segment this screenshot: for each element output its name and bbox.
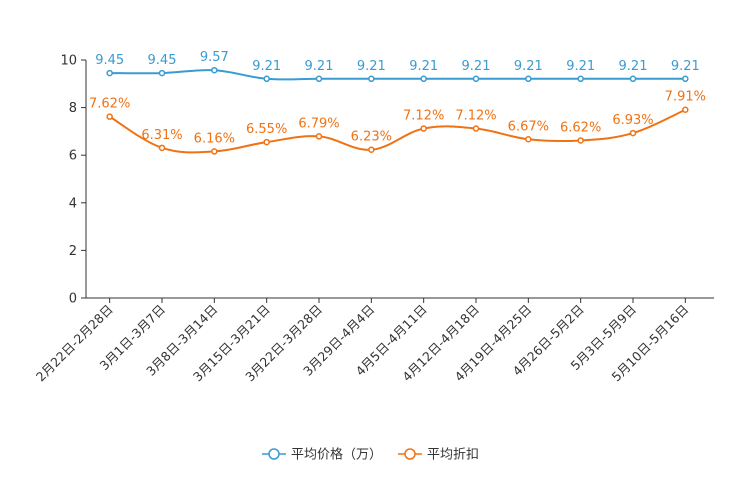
y-tick-label: 0 xyxy=(69,292,77,307)
data-label: 9.21 xyxy=(409,59,438,74)
data-label: 6.16% xyxy=(194,131,235,146)
data-label: 6.31% xyxy=(141,128,182,143)
data-label: 9.21 xyxy=(671,59,700,74)
data-label: 9.45 xyxy=(148,53,177,68)
data-point[interactable] xyxy=(315,75,323,83)
data-label: 9.21 xyxy=(566,59,595,74)
x-tick-label: 2月22日-2月28日 xyxy=(33,302,116,385)
legend: 平均价格（万） 平均折扣 xyxy=(262,447,479,463)
x-ticks: 2月22日-2月28日3月1日-3月7日3月8日-3月14日3月15日-3月21… xyxy=(33,298,691,385)
data-label: 9.21 xyxy=(514,59,543,74)
data-point[interactable] xyxy=(682,75,689,83)
data-point[interactable] xyxy=(577,75,584,83)
data-point[interactable] xyxy=(420,75,427,83)
data-label: 6.55% xyxy=(246,122,287,137)
legend-item-1[interactable]: 平均价格（万） xyxy=(262,447,382,463)
data-point[interactable] xyxy=(629,75,637,83)
data-point[interactable] xyxy=(211,66,218,74)
data-label: 9.21 xyxy=(252,59,281,74)
y-tick-label: 6 xyxy=(69,149,77,164)
series-2: 7.62% 6.31% 6.16% 6.55% 6.79% 6.23% 7.12% 7.12%… xyxy=(89,90,706,155)
data-label: 6.79% xyxy=(298,116,339,131)
data-point[interactable] xyxy=(472,75,480,83)
series-line xyxy=(109,108,686,154)
data-point[interactable] xyxy=(420,125,427,132)
data-point[interactable] xyxy=(629,129,637,137)
series-layer: 9.45 9.45 9.57 9.21 9.21 9.21 9.21 9.21 9.21 9.21… xyxy=(89,50,706,155)
data-point[interactable] xyxy=(315,133,323,140)
data-label: 9.21 xyxy=(357,59,386,74)
data-point[interactable] xyxy=(577,137,584,144)
data-label: 9.45 xyxy=(95,53,124,68)
y-tick-label: 8 xyxy=(69,101,77,116)
series-line xyxy=(109,69,686,81)
data-label: 6.93% xyxy=(612,113,653,128)
legend-label: 平均折扣 xyxy=(427,448,479,463)
y-tick-label: 2 xyxy=(69,244,77,259)
data-label: 9.57 xyxy=(200,50,229,65)
data-point[interactable] xyxy=(263,138,270,146)
data-label: 7.62% xyxy=(89,97,130,112)
data-label: 7.12% xyxy=(455,109,496,124)
data-point[interactable] xyxy=(263,75,270,83)
axes xyxy=(85,60,714,299)
data-point[interactable] xyxy=(525,75,532,83)
legend-marker-icon xyxy=(404,448,416,460)
data-label: 6.62% xyxy=(560,120,601,135)
data-point[interactable] xyxy=(106,113,113,120)
data-label: 7.12% xyxy=(403,109,444,124)
data-label: 9.21 xyxy=(305,59,334,74)
data-label: 9.21 xyxy=(462,59,491,74)
data-point[interactable] xyxy=(158,69,166,77)
y-tick-label: 4 xyxy=(69,196,77,211)
y-ticks: 0 2 4 6 8 10 xyxy=(60,54,86,307)
data-label: 9.21 xyxy=(619,59,648,74)
data-point[interactable] xyxy=(472,125,480,132)
data-point[interactable] xyxy=(525,136,532,143)
legend-item-2[interactable]: 平均折扣 xyxy=(398,448,479,463)
y-tick-label: 10 xyxy=(60,54,77,69)
data-point[interactable] xyxy=(682,106,689,113)
series-1: 9.45 9.45 9.57 9.21 9.21 9.21 9.21 9.21 9.21 9.21… xyxy=(95,50,700,83)
data-label: 7.91% xyxy=(665,90,706,105)
legend-marker-icon xyxy=(268,448,280,460)
data-point[interactable] xyxy=(158,144,166,152)
data-label: 6.23% xyxy=(351,130,392,145)
data-point[interactable] xyxy=(368,146,375,153)
data-point[interactable] xyxy=(368,75,375,83)
data-point[interactable] xyxy=(106,69,113,77)
data-label: 6.67% xyxy=(508,119,549,134)
data-point[interactable] xyxy=(211,148,218,155)
legend-label: 平均价格（万） xyxy=(291,447,382,463)
